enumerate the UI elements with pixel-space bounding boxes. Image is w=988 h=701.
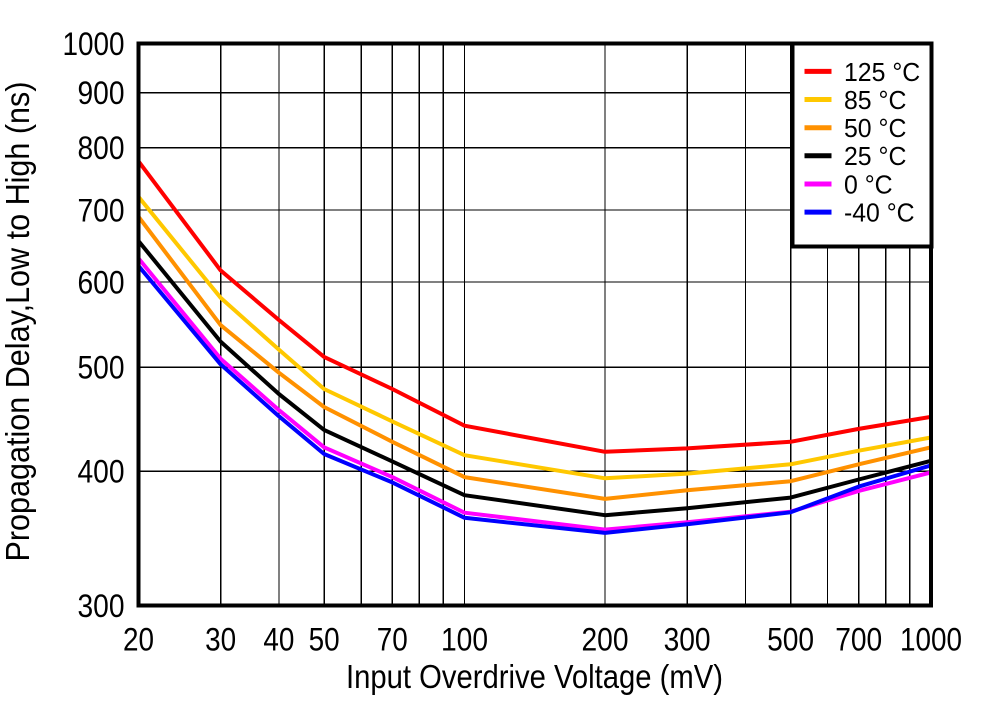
svg-text:50: 50 — [309, 622, 340, 658]
svg-text:400: 400 — [78, 454, 125, 490]
svg-text:300: 300 — [664, 622, 711, 658]
svg-text:600: 600 — [78, 264, 125, 300]
svg-text:-40 °C: -40 °C — [844, 198, 915, 228]
svg-text:1000: 1000 — [63, 26, 125, 62]
svg-text:40: 40 — [263, 622, 294, 658]
svg-text:70: 70 — [377, 622, 408, 658]
svg-text:700: 700 — [78, 192, 125, 228]
svg-text:85 °C: 85 °C — [844, 85, 906, 115]
svg-text:25 °C: 25 °C — [844, 141, 906, 171]
svg-text:30: 30 — [205, 622, 236, 658]
svg-text:20: 20 — [123, 622, 154, 658]
svg-text:500: 500 — [78, 350, 125, 386]
svg-text:Propagation Delay,Low to High: Propagation Delay,Low to High (ns) — [0, 82, 36, 562]
svg-text:1000: 1000 — [900, 622, 962, 658]
svg-text:50 °C: 50 °C — [844, 113, 906, 143]
svg-text:300: 300 — [78, 588, 125, 624]
svg-text:500: 500 — [767, 622, 814, 658]
svg-text:700: 700 — [835, 622, 882, 658]
svg-text:100: 100 — [441, 622, 488, 658]
svg-text:Input Overdrive Voltage (mV): Input Overdrive Voltage (mV) — [346, 659, 723, 696]
svg-text:125 °C: 125 °C — [844, 57, 920, 87]
svg-text:0 °C: 0 °C — [844, 169, 893, 199]
svg-text:200: 200 — [582, 622, 629, 658]
svg-text:900: 900 — [78, 75, 125, 111]
svg-text:800: 800 — [78, 130, 125, 166]
